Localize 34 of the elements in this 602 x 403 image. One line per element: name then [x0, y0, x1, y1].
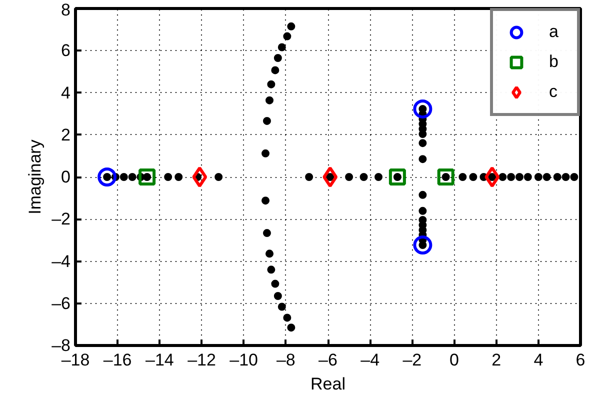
- x-tick-label: –4: [360, 350, 380, 370]
- y-tick-label: 0: [61, 168, 71, 186]
- point: [322, 166, 338, 188]
- x-tick-label: –6: [318, 350, 338, 370]
- x-tick-label: 6: [576, 350, 586, 370]
- y-tick-label: 4: [61, 83, 71, 102]
- point: [192, 166, 208, 188]
- point: [437, 168, 454, 186]
- legend-label: c: [549, 82, 558, 102]
- x-tick-label: –14: [145, 350, 174, 370]
- x-tick-label: 4: [534, 350, 544, 370]
- y-tick-label: 8: [61, 0, 71, 20]
- point: [388, 168, 406, 186]
- point: [98, 168, 117, 186]
- y-tick-label: 6: [61, 41, 71, 60]
- y-axis-title: Imaginary: [26, 139, 45, 214]
- point: [484, 166, 500, 188]
- x-tick-label: –2: [402, 350, 422, 370]
- legend-label: a: [549, 22, 560, 42]
- y-tick-label: –2: [52, 210, 71, 229]
- x-axis-title: Real: [310, 374, 346, 394]
- point: [413, 236, 432, 255]
- y-tick-label: –6: [52, 294, 71, 313]
- point: [413, 99, 432, 118]
- x-tick-label: –8: [276, 350, 296, 370]
- x-tick-label: –10: [230, 350, 258, 370]
- y-tick-label: 2: [61, 125, 71, 144]
- legend-label: b: [549, 52, 560, 72]
- x-tick-label: –12: [188, 350, 216, 370]
- x-tick-label: 2: [492, 350, 502, 370]
- x-tick-label: 0: [450, 350, 459, 370]
- x-tick-label: –16: [103, 350, 132, 370]
- point: [138, 168, 156, 186]
- y-tick-label: –4: [52, 252, 71, 271]
